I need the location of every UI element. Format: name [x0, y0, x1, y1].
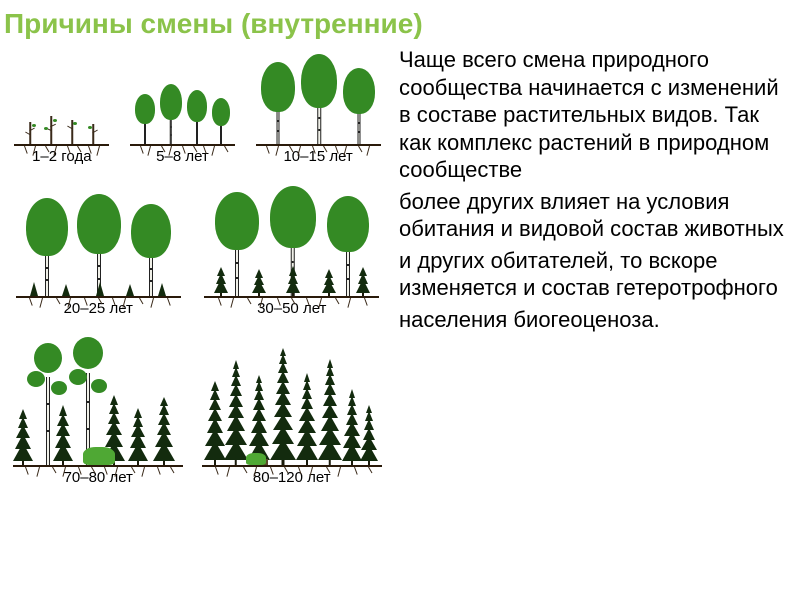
stage-7-illustration [202, 337, 382, 467]
stage-row-3: 70–80 лет [4, 337, 391, 486]
paragraph-1: Чаще всего смена природного сообщества н… [399, 46, 792, 184]
stage-6: 70–80 лет [13, 337, 183, 486]
page-title: Причины смены (внутренние) [0, 0, 800, 46]
stage-5-illustration [204, 183, 379, 298]
stage-row-1: 1–2 года [4, 46, 391, 165]
stage-7: 80–120 лет [202, 337, 382, 486]
main-layout: 1–2 года [0, 46, 800, 490]
stage-2-illustration [130, 68, 235, 146]
stage-6-illustration [13, 337, 183, 467]
stage-row-2: 20–25 лет [4, 183, 391, 317]
stage-3-illustration [256, 46, 381, 146]
stage-1: 1–2 года [14, 96, 109, 165]
stage-2: 5–8 лет [130, 68, 235, 165]
stage-4: 20–25 лет [16, 188, 181, 317]
stage-4-illustration [16, 188, 181, 298]
paragraph-3: и других обитателей, то вскоре изменяетс… [399, 247, 792, 302]
paragraph-4: населения биогеоценоза. [399, 306, 792, 334]
stage-5: 30–50 лет [204, 183, 379, 317]
explanation-text: Чаще всего смена природного сообщества н… [395, 46, 800, 490]
stage-3: 10–15 лет [256, 46, 381, 165]
succession-diagram: 1–2 года [0, 46, 395, 490]
stage-1-illustration [14, 96, 109, 146]
paragraph-2: более других влияет на условия обитания … [399, 188, 792, 243]
